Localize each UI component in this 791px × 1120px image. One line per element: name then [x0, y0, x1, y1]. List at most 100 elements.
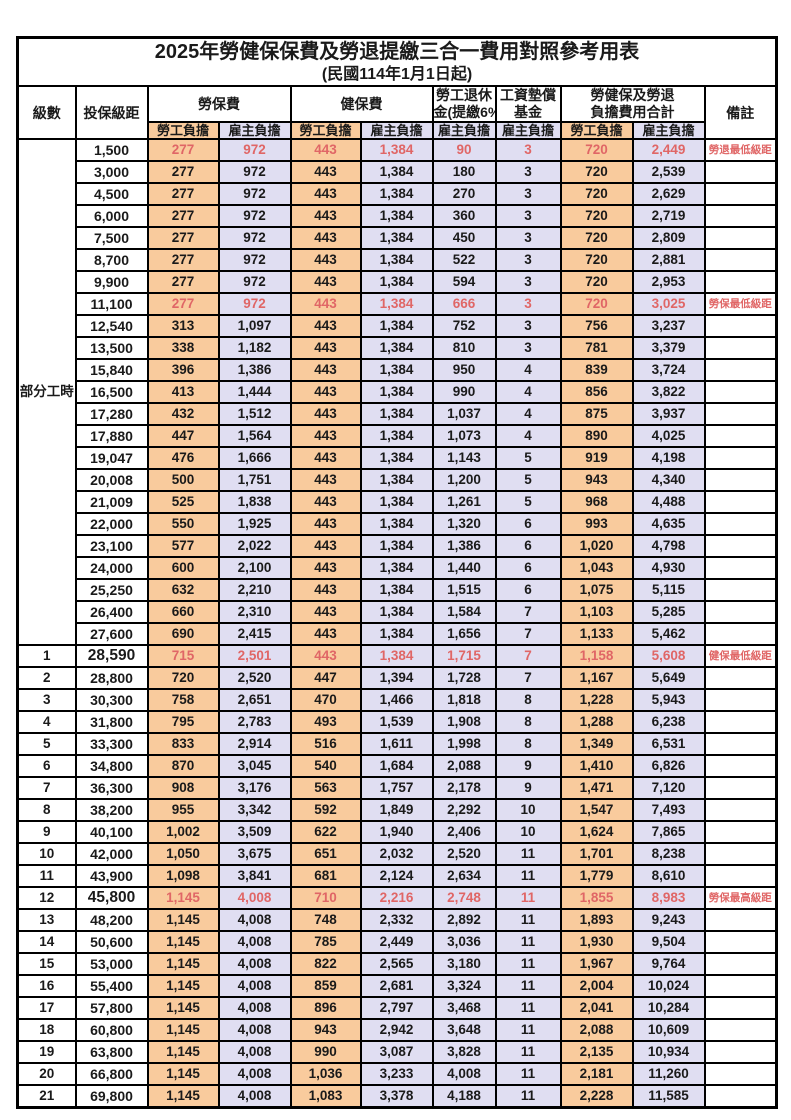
value-cell: 2,892 — [431, 908, 497, 932]
value-cell: 2,809 — [631, 226, 706, 250]
level-cell: 2 — [16, 666, 77, 690]
value-cell: 1,158 — [559, 644, 634, 668]
bracket-cell: 26,400 — [74, 600, 149, 624]
value-cell: 1,384 — [359, 380, 434, 404]
bracket-cell: 38,200 — [74, 798, 149, 822]
value-cell: 525 — [146, 490, 220, 514]
value-cell: 3,828 — [431, 1040, 497, 1064]
table-row: 7,500 277 972 443 1,384 450 3 720 2,809 — [18, 226, 778, 250]
remark-cell — [703, 798, 778, 822]
header-wage-fund: 工資墊償 基金 — [494, 85, 562, 123]
value-cell: 443 — [289, 512, 362, 536]
value-cell: 6,238 — [631, 710, 706, 734]
value-cell: 11 — [494, 1018, 562, 1042]
value-cell: 2,100 — [217, 556, 292, 580]
value-cell: 710 — [289, 886, 362, 910]
bracket-cell: 50,600 — [74, 930, 149, 954]
value-cell: 6 — [494, 534, 562, 558]
table-row: 2 28,800 720 2,520 447 1,394 1,728 7 1,167 5,649 — [16, 666, 778, 690]
value-cell: 11 — [494, 908, 562, 932]
value-cell: 1,384 — [359, 336, 434, 360]
table-row: 9 40,100 1,002 3,509 622 1,940 2,406 10 1,624 7,8… — [16, 820, 778, 844]
value-cell: 270 — [431, 182, 497, 206]
value-cell: 1,145 — [146, 886, 220, 910]
value-cell: 396 — [146, 358, 220, 382]
value-cell: 833 — [146, 732, 220, 756]
level-cell: 15 — [16, 952, 77, 976]
value-cell: 972 — [217, 226, 292, 250]
value-cell: 2,539 — [631, 160, 706, 184]
bracket-cell: 34,800 — [74, 754, 149, 778]
value-cell: 493 — [289, 710, 362, 734]
value-cell: 2,629 — [631, 182, 706, 206]
level-cell: 16 — [16, 974, 77, 998]
value-cell: 1,751 — [217, 468, 292, 492]
value-cell: 11 — [494, 886, 562, 910]
value-cell: 1,384 — [359, 292, 434, 316]
table-row: 5 33,300 833 2,914 516 1,611 1,998 8 1,349 6,531 — [16, 732, 778, 756]
table-row: 8,700 277 972 443 1,384 522 3 720 2,881 — [18, 248, 778, 272]
value-cell: 338 — [146, 336, 220, 360]
value-cell: 4,930 — [631, 556, 706, 580]
value-cell: 4,798 — [631, 534, 706, 558]
value-cell: 4 — [494, 424, 562, 448]
value-cell: 3 — [494, 270, 562, 294]
header-labor-insurance: 勞保費 — [146, 85, 292, 123]
value-cell: 2,216 — [359, 886, 434, 910]
value-cell: 1,320 — [431, 512, 497, 536]
value-cell: 822 — [289, 952, 362, 976]
value-cell: 993 — [559, 512, 634, 536]
value-cell: 7,865 — [631, 820, 706, 844]
value-cell: 1,893 — [559, 908, 634, 932]
bracket-cell: 21,009 — [74, 490, 149, 514]
value-cell: 11 — [494, 1084, 562, 1109]
value-cell: 1,584 — [431, 600, 497, 624]
value-cell: 4,635 — [631, 512, 706, 536]
value-cell: 2,942 — [359, 1018, 434, 1042]
value-cell: 540 — [289, 754, 362, 778]
table-row: 17,280 432 1,512 443 1,384 1,037 4 875 3,937 — [18, 402, 778, 426]
value-cell: 972 — [217, 160, 292, 184]
value-cell: 1,073 — [431, 424, 497, 448]
value-cell: 2,178 — [431, 776, 497, 800]
value-cell: 6 — [494, 578, 562, 602]
value-cell: 1,394 — [359, 666, 434, 690]
bracket-cell: 3,000 — [74, 160, 149, 184]
bracket-cell: 6,000 — [74, 204, 149, 228]
value-cell: 3,176 — [217, 776, 292, 800]
remark-cell — [703, 248, 778, 272]
value-cell: 1,083 — [289, 1084, 362, 1109]
value-cell: 990 — [289, 1040, 362, 1064]
value-cell: 1,515 — [431, 578, 497, 602]
value-cell: 1,539 — [359, 710, 434, 734]
value-cell: 972 — [217, 270, 292, 294]
value-cell: 3 — [494, 248, 562, 272]
bracket-cell: 40,100 — [74, 820, 149, 844]
value-cell: 5,462 — [631, 622, 706, 646]
value-cell: 2,449 — [631, 138, 706, 162]
value-cell: 1,050 — [146, 842, 220, 866]
remark-cell — [703, 688, 778, 712]
table-row: 16,500 413 1,444 443 1,384 990 4 856 3,822 — [18, 380, 778, 404]
value-cell: 10 — [494, 798, 562, 822]
value-cell: 1,020 — [559, 534, 634, 558]
value-cell: 9 — [494, 776, 562, 800]
value-cell: 5,608 — [631, 644, 706, 668]
value-cell: 1,624 — [559, 820, 634, 844]
value-cell: 3,937 — [631, 402, 706, 426]
value-cell: 2,181 — [559, 1062, 634, 1086]
value-cell: 720 — [559, 138, 634, 162]
value-cell: 277 — [146, 138, 220, 162]
value-cell: 3,180 — [431, 952, 497, 976]
value-cell: 2,088 — [431, 754, 497, 778]
bracket-cell: 8,700 — [74, 248, 149, 272]
value-cell: 1,075 — [559, 578, 634, 602]
value-cell: 4,488 — [631, 490, 706, 514]
value-cell: 2,565 — [359, 952, 434, 976]
value-cell: 4,008 — [431, 1062, 497, 1086]
table-row: 23,100 577 2,022 443 1,384 1,386 6 1,020 4,798 — [18, 534, 778, 558]
value-cell: 1,384 — [359, 622, 434, 646]
header-group-row: 級數 投保級距 勞保費 健保費 勞工退休 金(提繳6%) 工資墊償 基金 勞健保… — [16, 85, 778, 140]
value-cell: 5,285 — [631, 600, 706, 624]
remark-cell — [703, 1040, 778, 1064]
